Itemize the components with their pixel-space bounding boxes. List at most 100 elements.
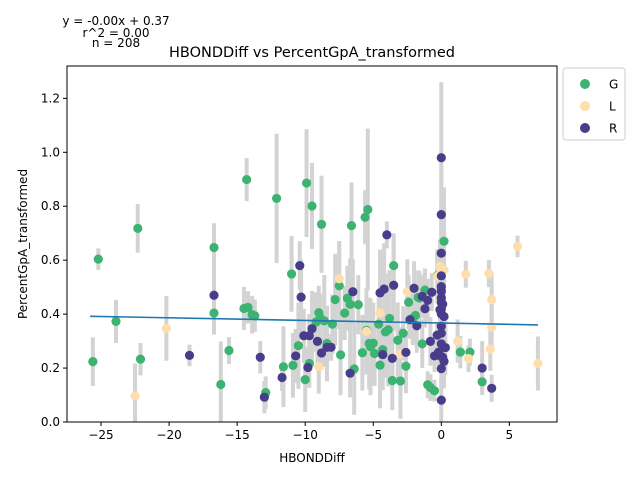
data-point-g [477,377,487,387]
x-tick-label: −20 [156,428,181,442]
data-point-g [384,313,395,324]
data-point-g [250,311,260,321]
data-point-l [453,336,463,346]
x-tick-label: 0 [437,428,445,442]
data-point-g [334,281,344,291]
plot-area [88,82,543,422]
data-point-g [363,204,373,215]
data-point-r [436,271,446,281]
y-tick-label: 0.2 [41,361,60,375]
data-point-r [209,290,219,300]
data-point-g [383,325,393,335]
data-point-r [295,260,305,271]
legend-marker-r [580,123,590,133]
data-point-r [379,284,389,294]
data-point-g [272,193,282,204]
data-point-r [436,328,446,338]
data-point-g [286,269,297,279]
data-point-l [130,391,140,401]
data-point-g [429,386,440,396]
data-point-r [436,286,446,296]
data-point-g [300,375,310,385]
data-point-r [184,350,195,360]
data-point-g [242,174,252,185]
data-point-g [209,242,219,253]
data-point-l [361,326,372,336]
data-point-g [316,219,327,229]
data-point-r [438,299,448,309]
data-point-l [485,344,495,354]
data-point-r [420,304,430,314]
data-point-l [487,294,497,305]
fit-equation-annotation: y = -0.00x + 0.37 [62,14,169,28]
sample-size-annotation: n = 208 [92,36,140,50]
data-point-g [209,308,219,318]
data-point-r [401,347,411,358]
data-point-r [382,230,392,240]
data-point-r [436,153,446,163]
data-point-g [111,316,121,327]
data-point-r [304,331,314,341]
data-point-l [512,241,523,252]
data-point-r [439,356,449,366]
x-tick-label: 5 [506,428,514,442]
data-point-r [436,210,446,220]
data-point-r [425,336,436,346]
data-point-r [307,324,317,334]
data-point-r [389,280,399,290]
data-point-l [375,308,385,318]
data-point-g [307,201,317,211]
data-point-g [133,223,143,233]
x-tick-label: −5 [364,428,382,442]
data-point-g [345,299,355,310]
data-point-g [417,339,427,349]
data-point-r [277,372,287,383]
data-point-g [346,221,357,231]
data-point-g [360,212,370,222]
data-point-r [439,311,449,322]
data-point-g [288,360,298,370]
data-point-g [404,297,414,307]
x-tick-label: −15 [224,428,249,442]
r-squared-annotation: r^2 = 0.00 [82,26,149,40]
data-point-l [314,362,324,372]
data-point-r [348,287,358,297]
data-point-g [327,319,338,329]
data-point-g [243,302,253,312]
data-point-r [255,352,265,362]
legend-label-r: R [609,122,617,136]
legend-marker-l [580,101,590,111]
data-point-g [353,300,363,310]
legend: GLR [562,67,626,141]
legend-label-g: G [609,78,618,92]
fit-line [90,315,538,326]
data-point-g [455,347,465,357]
data-point-g [216,379,226,390]
x-axis-label: HBONDDiff [279,451,345,465]
data-point-g [374,319,384,329]
data-point-r [316,348,327,358]
data-point-g [368,338,378,348]
data-point-g [389,260,399,271]
data-point-g [387,375,397,386]
y-axis-label: PercentGpA_transformed [16,169,30,319]
y-tick-label: 0.6 [41,253,60,267]
data-point-r [303,362,313,373]
data-point-l [334,274,344,284]
y-axis: 0.0 0.2 0.4 0.6 0.8 1.0 1.2 [41,91,67,429]
data-point-l [461,269,471,279]
data-point-g [301,178,312,188]
data-point-r [409,283,419,293]
y-tick-label: 1.2 [41,91,60,105]
data-point-r [436,364,446,374]
data-point-r [326,342,336,352]
data-point-g [393,335,403,345]
x-tick-label: −25 [88,428,113,442]
data-point-r [387,353,397,363]
data-point-g [375,360,385,370]
data-point-g [330,294,340,305]
data-point-l [533,358,543,369]
y-tick-label: 0.8 [41,199,60,213]
data-point-r [487,383,497,393]
y-tick-label: 1.0 [41,145,60,159]
